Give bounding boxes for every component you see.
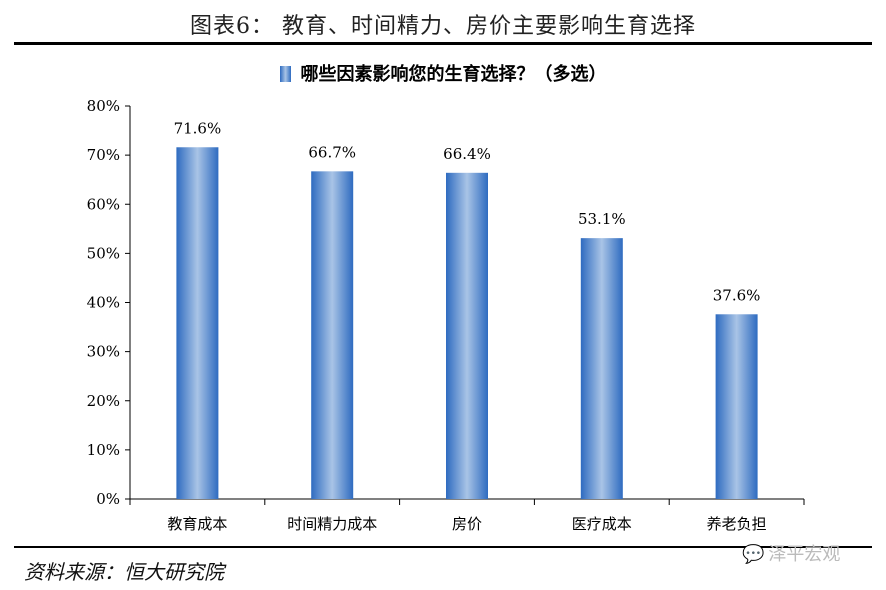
y-tick-label: 0%: [96, 490, 120, 508]
y-tick-label: 10%: [87, 441, 120, 459]
data-label: 66.4%: [443, 145, 491, 163]
y-tick-label: 60%: [87, 195, 120, 213]
top-rule: [14, 42, 872, 45]
y-tick-label: 80%: [87, 97, 120, 115]
y-tick-label: 30%: [87, 343, 120, 361]
x-category-label: 教育成本: [167, 515, 227, 533]
y-tick-label: 70%: [87, 146, 120, 164]
watermark: 💬 泽平宏观: [742, 540, 840, 566]
x-category-label: 房价: [452, 515, 482, 533]
watermark-text: 泽平宏观: [768, 544, 841, 565]
x-category-label: 时间精力成本: [287, 515, 377, 533]
bar: [580, 238, 623, 500]
bar: [176, 147, 219, 499]
bar-chart: 0% 10% 20% 30% 40% 50% 60% 70% 80% 71.6% 教育成本 66.7%…: [87, 97, 805, 533]
x-category-label: 医疗成本: [572, 515, 632, 533]
bar: [446, 172, 488, 499]
bar: [311, 171, 354, 499]
data-label: 66.7%: [308, 143, 356, 161]
y-tick-label: 20%: [87, 392, 120, 410]
data-label: 37.6%: [713, 286, 761, 304]
y-tick-label: 40%: [87, 294, 120, 312]
legend-label: 哪些因素影响您的生育选择？（多选）: [300, 64, 607, 85]
wechat-icon: 💬: [742, 544, 765, 565]
y-tick-label: 50%: [87, 244, 120, 262]
figure-title: 图表6： 教育、时间精力、房价主要影响生育选择: [190, 14, 696, 39]
data-label: 53.1%: [578, 210, 626, 228]
bar: [715, 314, 758, 499]
legend-swatch: [279, 66, 291, 82]
source-note: 资料来源：恒大研究院: [24, 560, 224, 584]
data-label: 71.6%: [174, 119, 222, 137]
bottom-rule: [14, 546, 872, 548]
chart-legend: 哪些因素影响您的生育选择？（多选）: [0, 60, 886, 86]
x-category-label: 养老负担: [707, 515, 767, 533]
